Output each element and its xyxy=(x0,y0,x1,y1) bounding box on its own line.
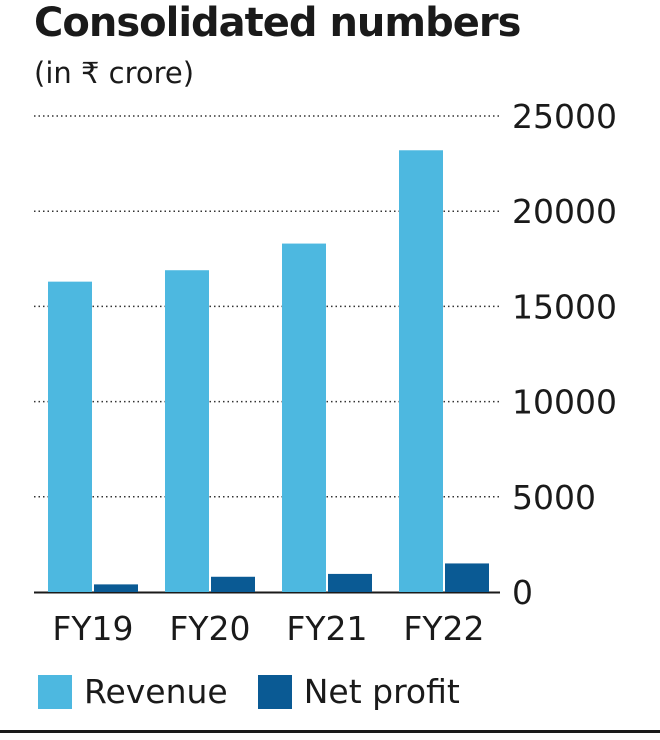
bar-net-profit-fy20 xyxy=(211,576,255,592)
y-tick-label: 15000 xyxy=(512,287,617,326)
y-tick-label: 0 xyxy=(512,573,533,612)
x-tick-label-fy20: FY20 xyxy=(169,609,250,648)
bar-revenue-fy22 xyxy=(399,150,443,592)
y-tick-label: 10000 xyxy=(512,383,617,422)
x-tick-label-fy21: FY21 xyxy=(286,609,367,648)
y-tick-label: 25000 xyxy=(512,97,617,136)
bar-net-profit-fy22 xyxy=(445,563,489,592)
x-tick-label-fy22: FY22 xyxy=(403,609,484,648)
legend-swatch-net-profit xyxy=(257,674,292,709)
legend-label-net-profit: Net profit xyxy=(303,672,460,711)
bar-revenue-fy19 xyxy=(48,281,92,592)
legend-label-revenue: Revenue xyxy=(84,672,228,711)
bar-revenue-fy20 xyxy=(165,270,209,592)
y-tick-label: 20000 xyxy=(512,192,617,231)
legend: Revenue Net profit xyxy=(38,672,490,711)
bar-net-profit-fy21 xyxy=(328,573,372,592)
legend-swatch-revenue xyxy=(38,674,72,709)
chart-subtitle: (in ₹ crore) xyxy=(34,56,195,90)
bar-revenue-fy21 xyxy=(282,243,326,592)
y-tick-label: 5000 xyxy=(512,478,596,517)
legend-item-revenue: Revenue xyxy=(38,672,228,711)
bar-net-profit-fy19 xyxy=(94,584,138,592)
chart-title: Consolidated numbers xyxy=(34,0,521,46)
x-tick-label-fy19: FY19 xyxy=(52,609,133,648)
legend-item-net-profit: Net profit xyxy=(257,672,460,711)
bottom-rule xyxy=(0,730,660,733)
